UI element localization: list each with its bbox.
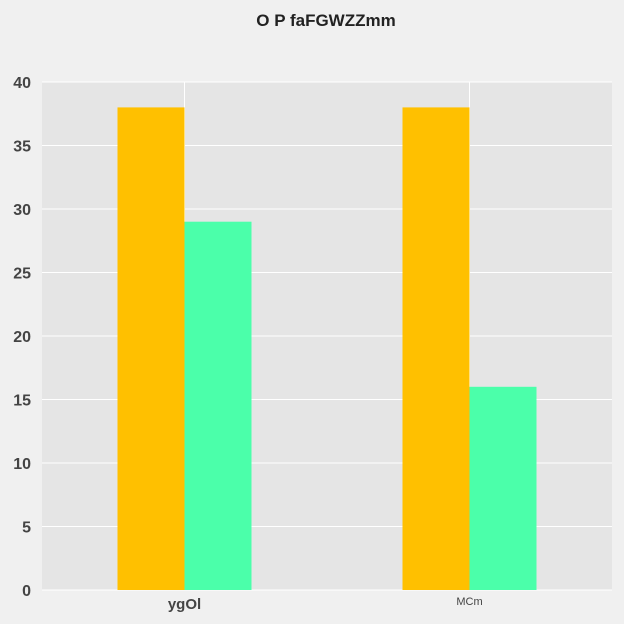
x-axis-tick-labels: ygOl MCm (168, 596, 483, 613)
bar-MCm-series-2 (469, 386, 537, 590)
y-tick-label-20: 20 (13, 329, 31, 346)
y-tick-label-40: 40 (13, 75, 31, 92)
y-tick-label-15: 15 (13, 393, 31, 410)
y-axis-tick-labels: 0 5 10 15 20 25 30 35 40 (13, 75, 31, 600)
y-tick-label-30: 30 (13, 202, 31, 219)
y-tick-label-0: 0 (22, 583, 31, 600)
y-tick-label-35: 35 (13, 139, 31, 156)
bars (117, 107, 537, 591)
x-tick-label-ygOl: ygOl (168, 596, 201, 613)
bar-ygOl-series-2 (184, 221, 252, 590)
y-tick-label-10: 10 (13, 456, 31, 473)
bar-ygOl-series-1 (117, 107, 185, 591)
y-tick-label-5: 5 (22, 520, 31, 537)
x-tick-label-MCm: MCm (456, 596, 482, 608)
bar-MCm-series-1 (402, 107, 470, 591)
y-tick-label-25: 25 (13, 266, 31, 283)
chart-title: O P faFGWZZmm (256, 11, 395, 30)
